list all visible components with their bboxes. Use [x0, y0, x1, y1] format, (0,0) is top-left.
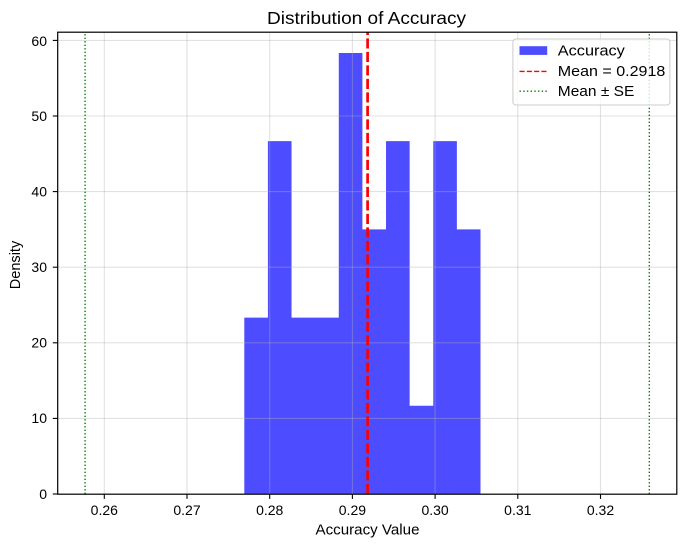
svg-text:Mean = 0.2918: Mean = 0.2918	[558, 63, 666, 80]
svg-text:0: 0	[39, 486, 47, 502]
svg-text:Density: Density	[7, 240, 24, 289]
svg-text:Distribution of Accuracy: Distribution of Accuracy	[267, 8, 466, 28]
svg-text:0.31: 0.31	[504, 502, 531, 518]
svg-text:0.30: 0.30	[421, 502, 448, 518]
svg-text:20: 20	[31, 335, 47, 351]
svg-text:50: 50	[31, 108, 47, 124]
svg-text:0.26: 0.26	[91, 502, 118, 518]
svg-text:0.29: 0.29	[339, 502, 366, 518]
svg-text:60: 60	[31, 33, 47, 49]
svg-text:30: 30	[31, 259, 47, 275]
svg-text:0.28: 0.28	[256, 502, 283, 518]
svg-text:10: 10	[31, 410, 47, 426]
svg-text:Accuracy Value: Accuracy Value	[316, 521, 420, 538]
svg-text:0.27: 0.27	[173, 502, 200, 518]
svg-text:0.32: 0.32	[587, 502, 614, 518]
svg-text:Mean ± SE: Mean ± SE	[558, 83, 635, 100]
svg-text:40: 40	[31, 183, 47, 199]
svg-text:Accuracy: Accuracy	[558, 43, 626, 60]
